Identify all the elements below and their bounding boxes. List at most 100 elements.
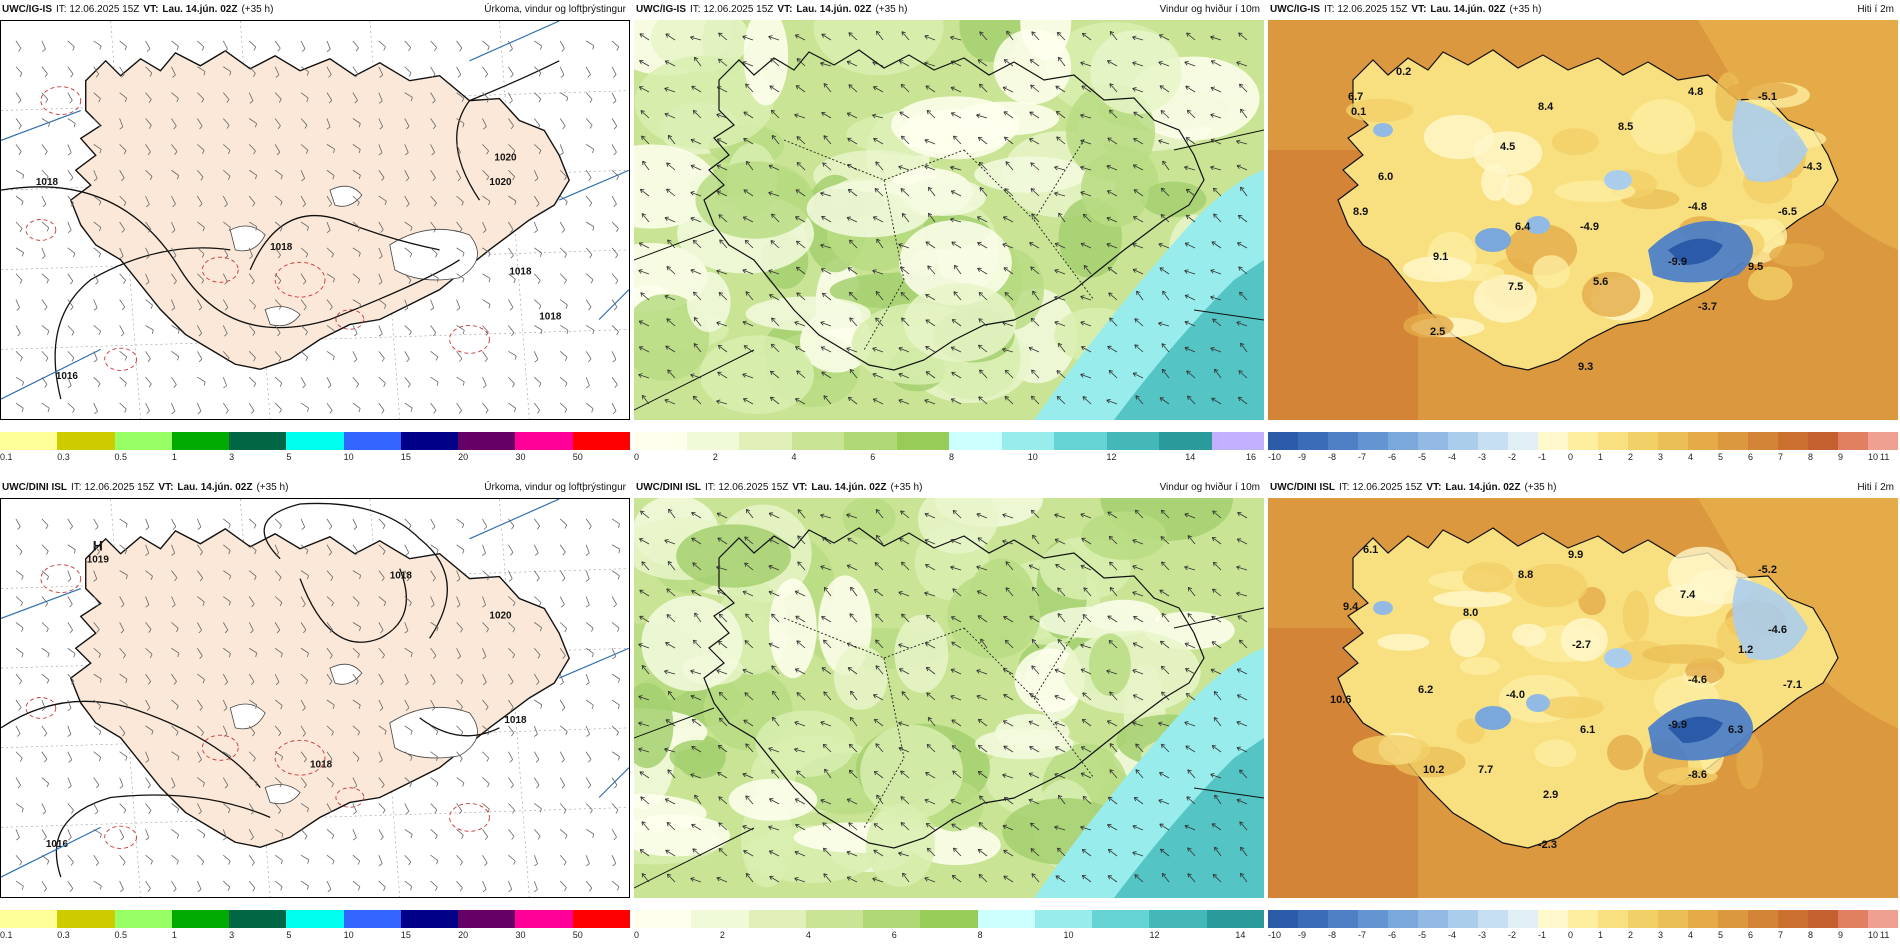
color-scale-tick: 11	[1880, 452, 1890, 462]
color-scale-cell	[171, 910, 230, 928]
color-scale-tick: -10	[1268, 452, 1282, 462]
color-scale-tick: 5	[286, 452, 292, 462]
valid-time-label: VT:	[777, 4, 793, 15]
color-scale-bar	[1268, 910, 1898, 928]
color-scale-tick: 14	[1235, 930, 1246, 940]
color-scale-cell	[114, 432, 172, 450]
color-scale-cell	[458, 910, 516, 928]
color-scale-ticks: -10 -9 -8 -7 -6 -5 -4 -3 -2 -1 0 1 2 3 4 5 6 7 8 9 10 11	[1268, 452, 1898, 464]
panel-title: Hiti í 2m	[1857, 482, 1894, 493]
color-scale-cell	[286, 432, 344, 450]
temperature-value: 8.5	[1618, 121, 1633, 133]
temperature-value: -4.9	[1580, 221, 1599, 233]
color-scale-cell	[1448, 910, 1478, 928]
color-scale-cell	[739, 432, 792, 450]
color-scale-tick: 0	[634, 930, 640, 940]
temperature-value: 9.4	[1343, 601, 1359, 613]
color-scale-cell	[1838, 432, 1868, 450]
isobar-label: 1018	[539, 312, 562, 323]
color-scale-cell	[1598, 432, 1628, 450]
color-scale-cell	[343, 910, 401, 928]
temperature-field	[1352, 546, 1808, 796]
color-scale-cell	[1688, 910, 1718, 928]
color-scale-cell	[1718, 432, 1748, 450]
isobar-label: 1018	[310, 760, 333, 771]
color-scale-cell	[114, 910, 172, 928]
color-scale-cell	[863, 910, 921, 928]
panel-header: UWC/DINI ISL IT: 12.06.2025 15Z VT: Lau. 14…	[634, 478, 1264, 498]
model-name: UWC/IG-IS	[1270, 4, 1320, 15]
color-scale-tick: 1	[171, 452, 177, 462]
color-scale-tick: 20	[458, 452, 469, 462]
model-name: UWC/DINI ISL	[1270, 482, 1335, 493]
color-scale-tick: 20	[458, 930, 469, 940]
color-scale-cell	[1478, 432, 1508, 450]
color-scale-cell	[920, 910, 978, 928]
init-time: IT: 12.06.2025 15Z	[1339, 482, 1423, 493]
temperature-value: -4.3	[1803, 161, 1822, 173]
color-scale-cell	[1328, 910, 1358, 928]
color-scale-cell	[1054, 432, 1107, 450]
color-scale-tick: 0	[1568, 452, 1574, 462]
color-scale-tick: 50	[572, 452, 583, 462]
map-canvas: 1018 1020 1018 1016 1018 H 1019	[0, 498, 630, 898]
color-scale-tick: -2	[1508, 452, 1517, 462]
color-scale-tick: 0	[1568, 930, 1574, 940]
valid-time: Lau. 14.jún. 02Z	[162, 4, 238, 15]
color-scale-tick: 9	[1838, 452, 1844, 462]
iceland-coastline	[703, 49, 1205, 371]
color-scale-tick: 0.1	[0, 452, 13, 462]
color-scale-tick: 12	[1149, 930, 1160, 940]
color-scale-cell	[57, 432, 115, 450]
color-scale-cell	[1448, 432, 1478, 450]
lead-time: (+35 h)	[1509, 4, 1542, 15]
color-scale-cell	[229, 432, 287, 450]
color-scale-cell	[1149, 910, 1207, 928]
color-scale-ticks: 0 2 4 6 8 10 12 14 16	[634, 452, 1264, 464]
panel-title: Vindur og hviður í 10m	[1159, 482, 1260, 493]
map-svg: 0.2 6.7 0.1 8.4 4.8 -5.1 8.5 4.5 -4.3 6.0 8.9 -4.8 -…	[1268, 20, 1898, 420]
color-scale-cell	[1658, 432, 1688, 450]
temperature-value: -5.2	[1758, 564, 1777, 576]
temperature-value: -6.5	[1778, 206, 1797, 218]
lead-time: (+35 h)	[1524, 482, 1557, 493]
color-scale-tick: 4	[805, 930, 811, 940]
color-scale-tick: -1	[1538, 930, 1547, 940]
isobars: 1018 1020 1018 1016 1018	[1, 502, 527, 878]
color-scale-tick: 3	[229, 452, 235, 462]
color-scale-tick: -7	[1358, 452, 1367, 462]
temperature-value: 8.8	[1518, 569, 1533, 581]
temperature-value: 9.3	[1578, 361, 1593, 373]
map-canvas	[634, 20, 1264, 420]
color-scale-cell	[1298, 910, 1328, 928]
color-scale-tick: 1	[1598, 452, 1604, 462]
color-scale-tick: -5	[1418, 452, 1427, 462]
color-scale-tick: 10	[343, 452, 354, 462]
temperature-value: 8.9	[1353, 206, 1368, 218]
color-scale-tick: 0.5	[114, 452, 128, 462]
color-scale-tick: 16	[1246, 452, 1257, 462]
color-scale-cell	[1838, 910, 1868, 928]
color-scale-tick: 1	[171, 930, 177, 940]
temperature-value: 6.3	[1728, 724, 1743, 736]
temperature-value: 8.4	[1538, 101, 1554, 113]
color-scale-cell	[1478, 910, 1508, 928]
color-scale-tick: -7	[1358, 930, 1367, 940]
color-scale-cell	[1718, 910, 1748, 928]
isobar-label: 1018	[270, 242, 293, 253]
color-scale-tick: 1	[1598, 930, 1604, 940]
valid-time: Lau. 14.jún. 02Z	[811, 482, 887, 493]
color-scale-tick: 10	[1868, 452, 1879, 462]
color-scale-cell	[1418, 910, 1448, 928]
temperature-value: 6.2	[1418, 684, 1433, 696]
color-scale-tick: -4	[1448, 452, 1457, 462]
map-panel-p2: UWC/IG-IS IT: 12.06.2025 15Z VT: Lau. 14.jú…	[634, 0, 1264, 472]
valid-time-label: VT:	[143, 4, 159, 15]
temperature-value: -4.6	[1768, 624, 1787, 636]
color-scale-tick: -8	[1328, 930, 1337, 940]
color-scale-cell	[1106, 432, 1159, 450]
color-scale-tick: 0.3	[57, 452, 70, 462]
isobar-label: 1018	[390, 571, 413, 582]
color-scale-tick: 10	[1027, 452, 1038, 462]
precip-contours	[25, 564, 490, 849]
